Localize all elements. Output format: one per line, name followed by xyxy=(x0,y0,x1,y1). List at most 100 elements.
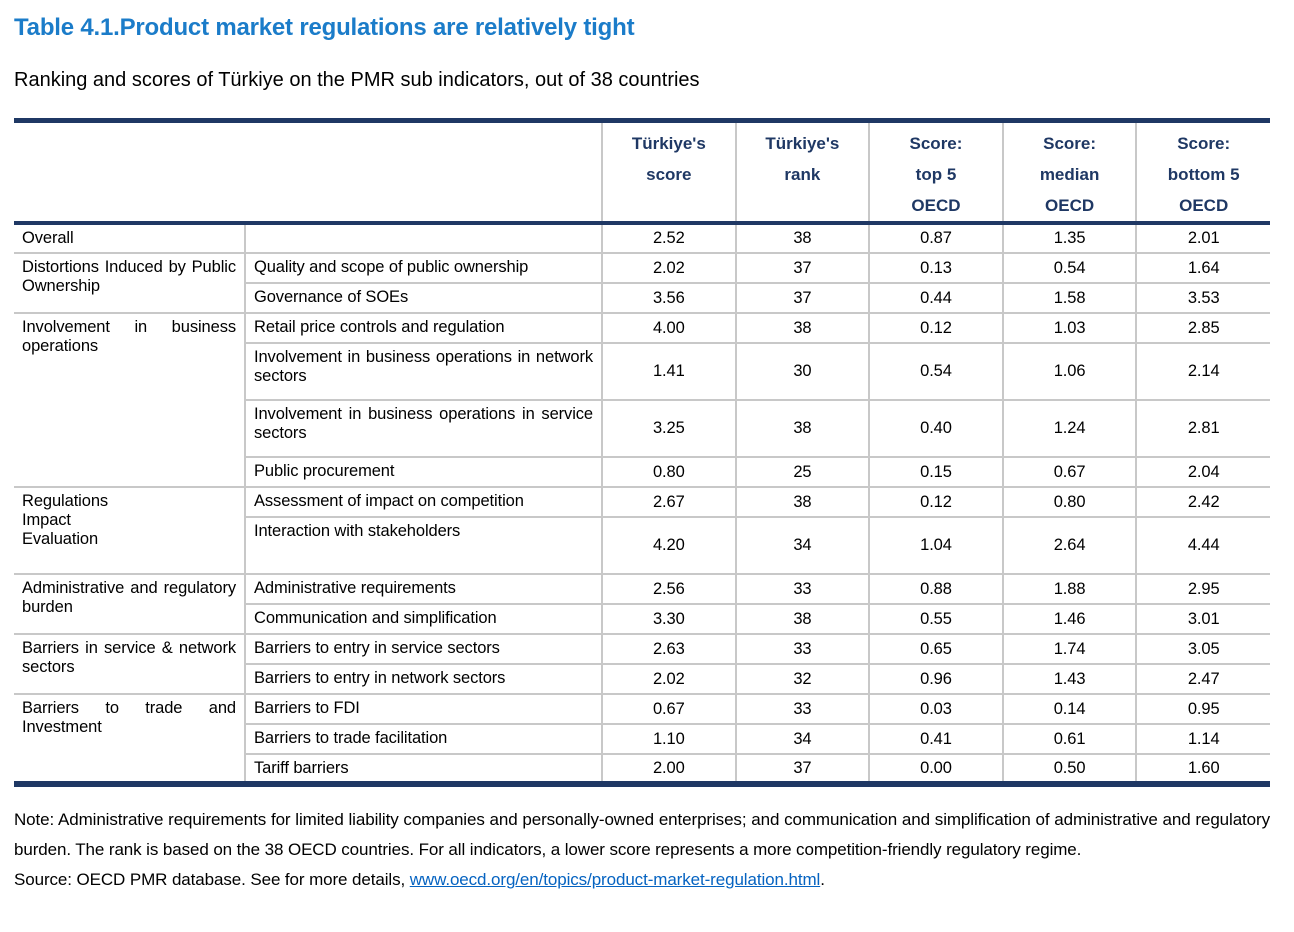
table-row: Interaction with stakeholders 4.20 34 1.04 2… xyxy=(14,516,1270,575)
indicator-cell: Barriers to trade facilitation xyxy=(244,723,602,755)
median-cell: 1.74 xyxy=(1001,633,1137,665)
median-cell: 1.43 xyxy=(1001,663,1137,695)
score-cell: 2.00 xyxy=(601,753,736,785)
rank-cell: 38 xyxy=(734,603,870,635)
indicator-cell: Retail price controls and regulation xyxy=(244,312,602,344)
median-cell: 2.64 xyxy=(1001,516,1137,575)
table-row: Overall 2.52 38 0.87 1.35 2.01 xyxy=(14,222,1270,254)
indicator-cell xyxy=(244,222,602,254)
table-body: Overall 2.52 38 0.87 1.35 2.01 Distortions Ind… xyxy=(14,222,1270,785)
rank-cell: 37 xyxy=(734,282,870,314)
score-cell: 3.30 xyxy=(601,603,736,635)
bottom5-cell: 2.42 xyxy=(1135,486,1270,518)
score-cell: 2.56 xyxy=(601,573,736,605)
pmr-table: Türkiye's score Türkiye's rank Score: to… xyxy=(14,118,1270,787)
table-row: Barriers in service & network sectors Bar… xyxy=(14,633,1270,695)
rank-cell: 33 xyxy=(734,693,870,725)
header-turkiye-rank: Türkiye's rank xyxy=(734,120,870,225)
score-cell: 3.25 xyxy=(601,399,736,458)
group-cell: Overall xyxy=(14,222,245,254)
rank-cell: 38 xyxy=(734,312,870,344)
bottom5-cell: 1.64 xyxy=(1135,252,1270,284)
table-row: Administrative and regulatory burden Admi… xyxy=(14,573,1270,635)
group-cell: Barriers in service & network sectors xyxy=(14,633,245,695)
top5-cell: 0.15 xyxy=(868,456,1003,488)
bottom5-cell: 2.01 xyxy=(1135,222,1270,254)
score-cell: 2.67 xyxy=(601,486,736,518)
bottom5-cell: 2.81 xyxy=(1135,399,1270,458)
header-score-bottom5: Score: bottom 5 OECD xyxy=(1135,120,1270,225)
score-cell: 1.10 xyxy=(601,723,736,755)
indicator-cell: Involvement in business operations in se… xyxy=(244,399,602,458)
score-cell: 0.80 xyxy=(601,456,736,488)
indicator-cell: Assessment of impact on competition xyxy=(244,486,602,518)
top5-cell: 0.41 xyxy=(868,723,1003,755)
table-subtitle: Ranking and scores of Türkiye on the PMR… xyxy=(14,69,700,91)
indicator-cell: Quality and scope of public ownership xyxy=(244,252,602,284)
group-cell: Regulations Impact Evaluation xyxy=(14,486,245,575)
indicator-cell: Barriers to FDI xyxy=(244,693,602,725)
top5-cell: 1.04 xyxy=(868,516,1003,575)
indicator-cell: Interaction with stakeholders xyxy=(244,516,602,575)
source-prefix: Source: OECD PMR database. See for more … xyxy=(14,870,410,889)
rank-cell: 38 xyxy=(734,399,870,458)
table-row: Involvement in business operations Retail… xyxy=(14,312,1270,488)
median-cell: 0.14 xyxy=(1001,693,1137,725)
table-row: Public procurement 0.80 25 0.15 0.67 2.04 xyxy=(14,456,1270,488)
indicator-cell: Public procurement xyxy=(244,456,602,488)
top5-cell: 0.65 xyxy=(868,633,1003,665)
table-row: Communication and simplification 3.30 38 0.… xyxy=(14,603,1270,635)
rank-cell: 38 xyxy=(734,222,870,254)
table-row: Governance of SOEs 3.56 37 0.44 1.58 3.53 xyxy=(14,282,1270,314)
score-cell: 2.02 xyxy=(601,663,736,695)
bottom5-cell: 3.53 xyxy=(1135,282,1270,314)
score-cell: 4.00 xyxy=(601,312,736,344)
top5-cell: 0.88 xyxy=(868,573,1003,605)
rank-cell: 30 xyxy=(734,342,870,401)
bottom5-cell: 1.60 xyxy=(1135,753,1270,785)
score-cell: 0.67 xyxy=(601,693,736,725)
source-link[interactable]: www.oecd.org/en/topics/product-market-re… xyxy=(409,870,821,889)
top5-cell: 0.96 xyxy=(868,663,1003,695)
table-row: Tariff barriers 2.00 37 0.00 0.50 1.60 xyxy=(14,753,1270,785)
bottom5-cell: 2.14 xyxy=(1135,342,1270,401)
table-row: Involvement in business operations in se… xyxy=(14,399,1270,458)
rank-cell: 25 xyxy=(734,456,870,488)
top5-cell: 0.40 xyxy=(868,399,1003,458)
bottom5-cell: 4.44 xyxy=(1135,516,1270,575)
table-row: Barriers to trade and Investment Barriers… xyxy=(14,693,1270,785)
group-cell: Distortions Induced by Public Ownership xyxy=(14,252,245,314)
indicator-cell: Administrative requirements xyxy=(244,573,602,605)
score-cell: 3.56 xyxy=(601,282,736,314)
bottom5-cell: 1.14 xyxy=(1135,723,1270,755)
score-cell: 2.63 xyxy=(601,633,736,665)
rank-cell: 33 xyxy=(734,633,870,665)
median-cell: 1.24 xyxy=(1001,399,1137,458)
indicator-cell: Involvement in business operations in ne… xyxy=(244,342,602,401)
source-suffix: . xyxy=(820,870,825,889)
bottom5-cell: 0.95 xyxy=(1135,693,1270,725)
group-cell: Administrative and regulatory burden xyxy=(14,573,245,635)
top5-cell: 0.00 xyxy=(868,753,1003,785)
median-cell: 0.50 xyxy=(1001,753,1137,785)
top5-cell: 0.12 xyxy=(868,312,1003,344)
top5-cell: 0.12 xyxy=(868,486,1003,518)
table-row: Distortions Induced by Public Ownership Q… xyxy=(14,252,1270,314)
header-row: Türkiye's score Türkiye's rank Score: to… xyxy=(14,120,1270,225)
score-cell: 2.52 xyxy=(601,222,736,254)
score-cell: 1.41 xyxy=(601,342,736,401)
bottom5-cell: 3.01 xyxy=(1135,603,1270,635)
bottom5-cell: 2.95 xyxy=(1135,573,1270,605)
median-cell: 1.03 xyxy=(1001,312,1137,344)
rank-cell: 37 xyxy=(734,753,870,785)
table-row: Involvement in business operations in ne… xyxy=(14,342,1270,401)
top5-cell: 0.03 xyxy=(868,693,1003,725)
median-cell: 0.67 xyxy=(1001,456,1137,488)
rank-cell: 34 xyxy=(734,723,870,755)
median-cell: 1.06 xyxy=(1001,342,1137,401)
indicator-cell: Tariff barriers xyxy=(244,753,602,785)
score-cell: 2.02 xyxy=(601,252,736,284)
indicator-cell: Barriers to entry in service sectors xyxy=(244,633,602,665)
rank-cell: 38 xyxy=(734,486,870,518)
